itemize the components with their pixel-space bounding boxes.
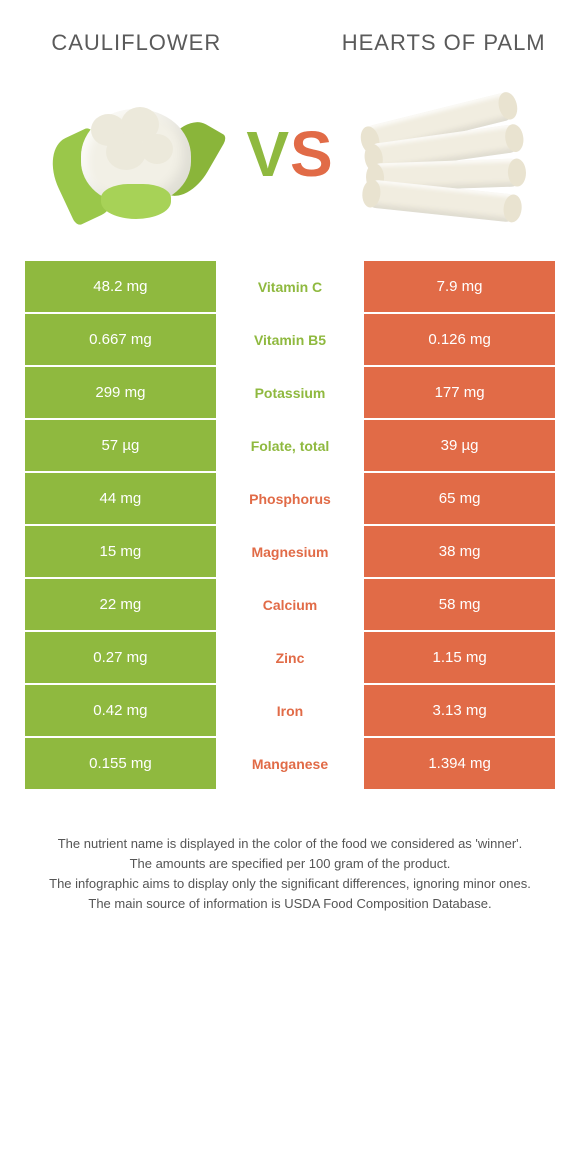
hearts-of-palm-image xyxy=(334,71,555,236)
right-value: 58 mg xyxy=(364,579,555,630)
infographic-container: Cauliflower Hearts of palm VS 48.2 mgVit… xyxy=(0,0,580,935)
left-food-title: Cauliflower xyxy=(25,30,248,56)
right-value: 38 mg xyxy=(364,526,555,577)
left-value: 57 µg xyxy=(25,420,216,471)
nutrient-name: Calcium xyxy=(216,579,364,630)
footer-notes: The nutrient name is displayed in the co… xyxy=(25,834,555,915)
right-value: 1.15 mg xyxy=(364,632,555,683)
left-value: 0.155 mg xyxy=(25,738,216,789)
footer-line: The infographic aims to display only the… xyxy=(35,874,545,894)
left-value: 48.2 mg xyxy=(25,261,216,312)
left-value: 15 mg xyxy=(25,526,216,577)
left-value: 22 mg xyxy=(25,579,216,630)
nutrient-name: Magnesium xyxy=(216,526,364,577)
nutrient-table: 48.2 mgVitamin C7.9 mg0.667 mgVitamin B5… xyxy=(25,261,555,789)
nutrient-name: Potassium xyxy=(216,367,364,418)
nutrient-name: Vitamin C xyxy=(216,261,364,312)
left-value: 0.27 mg xyxy=(25,632,216,683)
right-food-title: Hearts of palm xyxy=(332,30,555,56)
right-value: 177 mg xyxy=(364,367,555,418)
left-value: 299 mg xyxy=(25,367,216,418)
footer-line: The amounts are specified per 100 gram o… xyxy=(35,854,545,874)
right-value: 39 µg xyxy=(364,420,555,471)
table-row: 0.42 mgIron3.13 mg xyxy=(25,685,555,736)
table-row: 299 mgPotassium177 mg xyxy=(25,367,555,418)
table-row: 0.27 mgZinc1.15 mg xyxy=(25,632,555,683)
right-value: 7.9 mg xyxy=(364,261,555,312)
table-row: 0.155 mgManganese1.394 mg xyxy=(25,738,555,789)
titles-row: Cauliflower Hearts of palm xyxy=(25,30,555,56)
left-value: 0.667 mg xyxy=(25,314,216,365)
nutrient-name: Phosphorus xyxy=(216,473,364,524)
table-row: 48.2 mgVitamin C7.9 mg xyxy=(25,261,555,312)
images-row: VS xyxy=(25,71,555,236)
nutrient-name: Folate, total xyxy=(216,420,364,471)
left-value: 0.42 mg xyxy=(25,685,216,736)
nutrient-name: Manganese xyxy=(216,738,364,789)
cauliflower-image xyxy=(25,71,246,236)
table-row: 57 µgFolate, total39 µg xyxy=(25,420,555,471)
table-row: 15 mgMagnesium38 mg xyxy=(25,526,555,577)
vs-label: VS xyxy=(246,117,333,191)
nutrient-name: Iron xyxy=(216,685,364,736)
right-value: 1.394 mg xyxy=(364,738,555,789)
table-row: 22 mgCalcium58 mg xyxy=(25,579,555,630)
table-row: 44 mgPhosphorus65 mg xyxy=(25,473,555,524)
nutrient-name: Vitamin B5 xyxy=(216,314,364,365)
nutrient-name: Zinc xyxy=(216,632,364,683)
footer-line: The nutrient name is displayed in the co… xyxy=(35,834,545,854)
table-row: 0.667 mgVitamin B50.126 mg xyxy=(25,314,555,365)
left-value: 44 mg xyxy=(25,473,216,524)
footer-line: The main source of information is USDA F… xyxy=(35,894,545,914)
right-value: 65 mg xyxy=(364,473,555,524)
right-value: 0.126 mg xyxy=(364,314,555,365)
right-value: 3.13 mg xyxy=(364,685,555,736)
